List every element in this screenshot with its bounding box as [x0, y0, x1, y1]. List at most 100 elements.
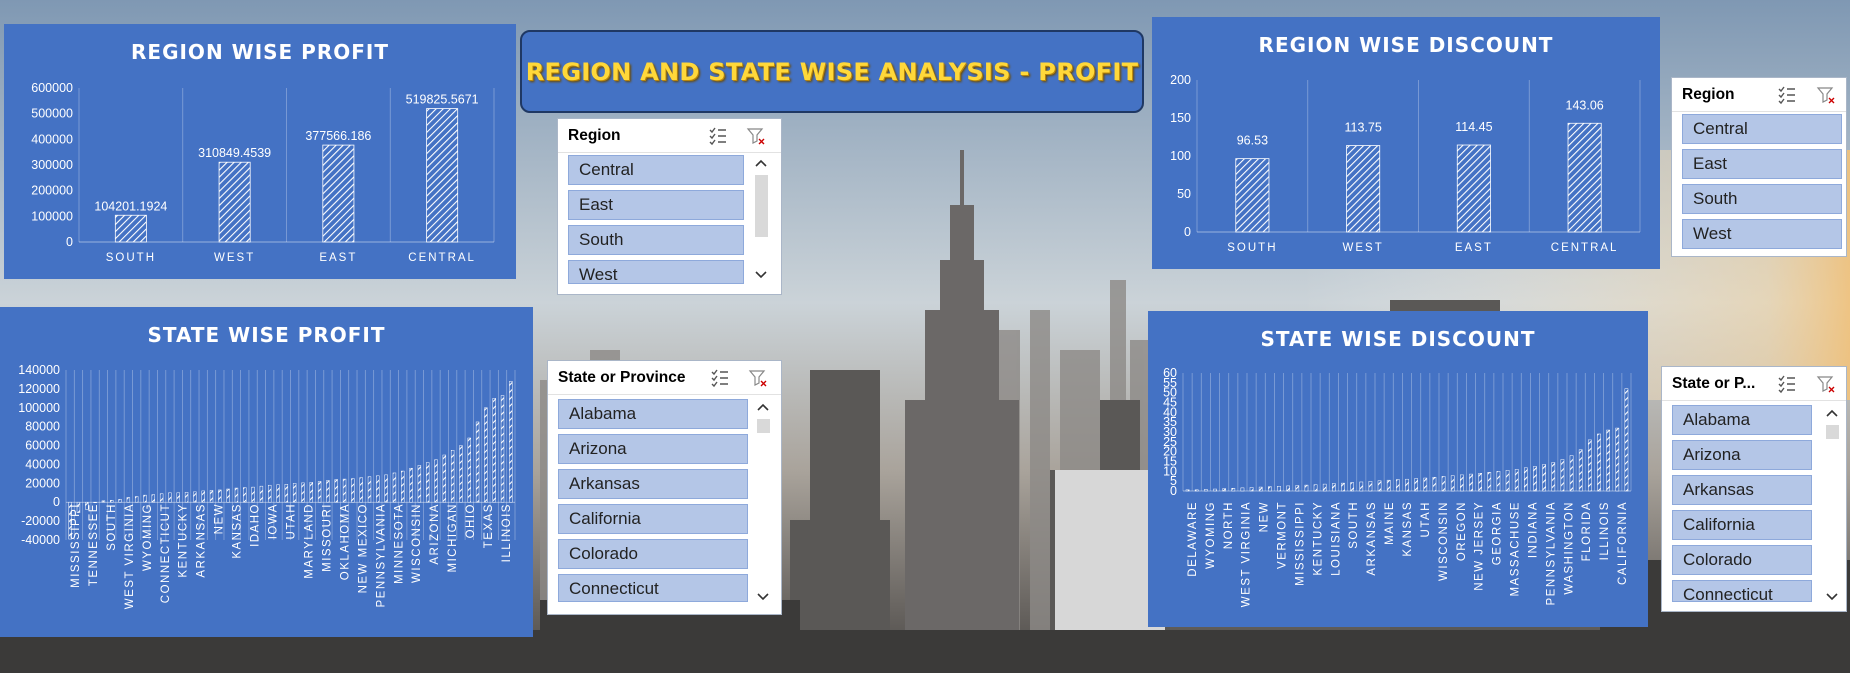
slicer-item-south[interactable]: South	[568, 225, 744, 255]
y-tick-label: 40	[1163, 405, 1177, 419]
x-tick-label: KANSAS	[232, 503, 244, 559]
slicer-item-california[interactable]: California	[558, 504, 748, 534]
bar	[1295, 485, 1300, 492]
multi-select-icon[interactable]	[710, 368, 730, 388]
bar	[1588, 439, 1592, 492]
scroll-thumb[interactable]	[755, 175, 768, 237]
multi-select-icon[interactable]	[1777, 374, 1797, 394]
x-tick-label: WEST	[214, 252, 255, 264]
x-tick-label: SOUTH	[1348, 501, 1360, 549]
y-tick-label: 60000	[25, 439, 60, 453]
multi-select-icon[interactable]	[708, 126, 728, 146]
scroll-thumb[interactable]	[1826, 425, 1839, 439]
bar	[326, 480, 330, 503]
bar	[1560, 459, 1565, 492]
scroll-thumb[interactable]	[757, 419, 770, 433]
x-tick-label: OKLAHOMA	[339, 503, 351, 580]
state-profit-chart: STATE WISE PROFIT -40000 -20000 0 20000 4000…	[0, 307, 533, 637]
bar	[367, 476, 372, 503]
bar	[176, 492, 180, 503]
bar	[392, 472, 397, 503]
slicer-item-central[interactable]: Central	[568, 155, 744, 185]
slicer-item-east[interactable]: East	[1682, 149, 1842, 179]
scroll-down-icon[interactable]	[754, 269, 768, 281]
bar	[1606, 429, 1610, 492]
bar	[475, 421, 480, 503]
slicer-item-alabama[interactable]: Alabama	[1672, 405, 1812, 435]
bar	[1456, 144, 1491, 233]
clear-filter-icon[interactable]	[746, 126, 766, 146]
y-tick-label: 40000	[25, 457, 60, 471]
slicer-item-arizona[interactable]: Arizona	[558, 434, 748, 464]
y-tick-label: 5	[1170, 474, 1177, 488]
bar	[118, 499, 122, 503]
slicer-item-west[interactable]: West	[568, 260, 744, 284]
bar	[1478, 473, 1482, 492]
slicer-scrollbar[interactable]	[751, 155, 771, 285]
slicer-item-south[interactable]: South	[1682, 184, 1842, 214]
data-label: 519825.5671	[406, 93, 479, 107]
x-tick-label: UTAH	[1420, 501, 1432, 537]
bar	[317, 481, 322, 503]
y-tick-label: 600000	[31, 81, 73, 95]
slicer-item-colorado[interactable]: Colorado	[558, 539, 748, 569]
slicer-item-east[interactable]: East	[568, 190, 744, 220]
slicer-scrollbar[interactable]	[1822, 405, 1842, 605]
bar	[1359, 481, 1364, 492]
clear-filter-icon[interactable]	[1816, 85, 1836, 105]
bar	[442, 454, 447, 503]
slicer-item-arkansas[interactable]: Arkansas	[558, 469, 748, 499]
slicer-item-west[interactable]: West	[1682, 219, 1842, 249]
bar	[1346, 145, 1381, 233]
bar	[1414, 478, 1418, 492]
slicer-item-central[interactable]: Central	[1682, 114, 1842, 144]
clear-filter-icon[interactable]	[748, 368, 768, 388]
chart-title: STATE WISE PROFIT	[147, 323, 386, 347]
x-tick-label: SOUTH	[106, 503, 118, 551]
slicer-item-california[interactable]: California	[1672, 510, 1812, 540]
bar	[1533, 466, 1537, 492]
bar	[1240, 487, 1245, 492]
slicer-item-arkansas[interactable]: Arkansas	[1672, 475, 1812, 505]
bar	[259, 485, 264, 503]
slicer-item-colorado[interactable]: Colorado	[1672, 545, 1812, 575]
x-tick-label: FLORIDA	[1581, 501, 1593, 561]
bar	[209, 490, 214, 503]
y-tick-label: 200	[1170, 73, 1191, 87]
y-tick-label: 150	[1170, 111, 1191, 125]
x-tick-label: INDIANA	[1527, 501, 1539, 558]
slicer-item-arizona[interactable]: Arizona	[1672, 440, 1812, 470]
clear-filter-icon[interactable]	[1816, 374, 1836, 394]
slicer-item-connecticut[interactable]: Connecticut	[1672, 580, 1812, 602]
slicer-title: State or P...	[1672, 375, 1756, 392]
slicer-item-connecticut[interactable]: Connecticut	[558, 574, 748, 602]
scroll-up-icon[interactable]	[754, 157, 768, 169]
y-tick-label: 120000	[18, 382, 60, 396]
x-tick-label: IDAHO	[250, 503, 262, 547]
bar	[76, 501, 81, 513]
bar	[509, 381, 513, 503]
slicer-title: Region	[1682, 86, 1735, 103]
x-tick-label: ILLINOIS	[1599, 501, 1611, 560]
state-slicer-right: State or P... Alabama Arizona Arkansas C…	[1661, 366, 1847, 612]
x-tick-label: MISSISSIPPI	[70, 503, 82, 588]
chart-title: REGION WISE DISCOUNT	[1258, 33, 1554, 57]
slicer-item-alabama[interactable]: Alabama	[558, 399, 748, 429]
bar	[193, 491, 197, 503]
scroll-down-icon[interactable]	[756, 591, 770, 603]
scroll-up-icon[interactable]	[1825, 407, 1839, 419]
slicer-scrollbar[interactable]	[753, 399, 773, 607]
scroll-up-icon[interactable]	[756, 401, 770, 413]
slicer-header: Region	[1672, 78, 1846, 112]
x-tick-label: TEXAS	[483, 503, 495, 548]
bar	[484, 407, 488, 503]
scroll-down-icon[interactable]	[1825, 591, 1839, 603]
x-tick-label: OHIO	[465, 503, 477, 538]
y-tick-label: 50	[1177, 187, 1191, 201]
region-slicer-right: Region Central East South West	[1671, 77, 1847, 257]
bar	[1567, 122, 1602, 233]
multi-select-icon[interactable]	[1777, 85, 1797, 105]
y-tick-label: 100000	[31, 209, 73, 223]
bar	[359, 477, 363, 503]
